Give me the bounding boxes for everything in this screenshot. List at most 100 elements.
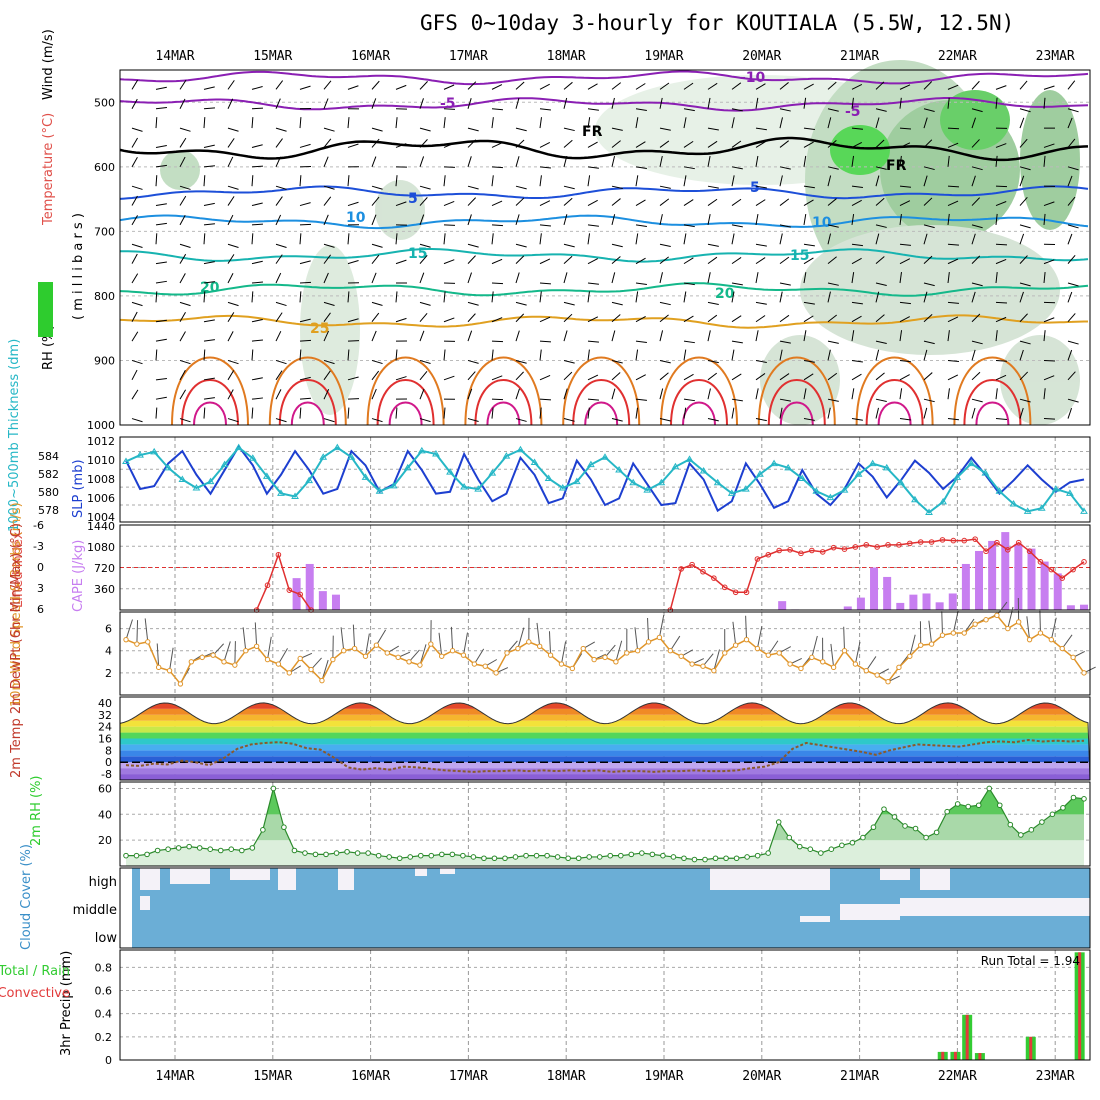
wind-barb <box>803 388 807 400</box>
rh-marker <box>786 834 793 841</box>
wind-barb <box>755 97 759 109</box>
wind-barb <box>323 156 329 168</box>
wind-barb <box>923 291 928 303</box>
contour-label: 20 <box>715 286 735 302</box>
wind-barb <box>995 213 998 225</box>
wind-barb <box>683 398 695 402</box>
wind-barb <box>1019 117 1025 129</box>
wind-barb <box>179 273 186 284</box>
wind-barb <box>155 261 167 265</box>
wind-speed-marker <box>319 677 325 684</box>
wind-barb <box>1067 254 1076 264</box>
wind-barb-10m <box>756 626 763 649</box>
thickness-tick: 578 <box>38 504 59 517</box>
wind-barb <box>851 301 863 305</box>
rh-marker <box>354 850 361 856</box>
wind-barb <box>539 291 542 303</box>
wind-barb <box>923 197 933 206</box>
wind-barb <box>299 339 312 342</box>
wind-barb <box>683 291 687 303</box>
wind-barb <box>707 140 718 148</box>
li-marker <box>1048 566 1055 573</box>
wind-barb <box>635 83 646 90</box>
wind-barb-10m <box>1050 617 1057 640</box>
cloud-gap <box>770 868 830 882</box>
precip-convective-bar <box>965 1014 969 1060</box>
wind-barb <box>659 127 671 131</box>
wind-speed-marker <box>852 661 859 667</box>
wind-speed-marker <box>1059 645 1065 652</box>
temp-tick: 24 <box>98 721 112 734</box>
wind-barb <box>683 282 695 286</box>
wind-barb <box>803 315 814 323</box>
wind-barb <box>779 291 783 303</box>
rh-marker <box>818 850 824 856</box>
rh2m-panel: 60 40 20 2m RH (%) <box>29 775 1091 867</box>
rh-tick: 20 <box>98 834 112 847</box>
upper-air-unit: ( m i l l i b a r s ) <box>71 213 86 320</box>
rh-marker <box>260 827 266 833</box>
temp-band <box>120 708 1090 715</box>
wind-barb <box>587 166 599 169</box>
wind-barb <box>227 80 235 90</box>
rh-marker <box>933 829 940 836</box>
cape-tick: 360 <box>94 583 115 596</box>
wind-barb <box>275 370 283 381</box>
wind-barb-10m <box>462 632 468 656</box>
wind-barb <box>779 233 783 245</box>
wind-barb-10m <box>125 619 133 640</box>
diurnal-contour <box>975 401 1010 426</box>
rh-marker <box>1060 805 1066 811</box>
pressure-tick: 1000 <box>87 419 115 432</box>
rh-blob <box>1020 90 1080 230</box>
wind-barb <box>347 175 350 187</box>
wind-barb <box>203 144 215 148</box>
wind-barb <box>539 374 551 381</box>
wind-barb <box>659 330 664 342</box>
wind-barb <box>131 253 138 264</box>
wind-barb <box>1067 108 1079 113</box>
li-marker <box>1026 548 1033 555</box>
wind-barb <box>635 398 647 401</box>
wind-barb <box>395 317 407 323</box>
rh-marker <box>154 847 161 854</box>
wind-barb <box>683 166 695 170</box>
wind-barb-10m <box>996 601 1008 616</box>
wind-barb <box>131 137 138 148</box>
wind-barb <box>563 371 573 381</box>
wind-barb <box>755 272 759 284</box>
cloud-level-label: high <box>89 875 117 890</box>
wind-speed-marker <box>449 648 456 654</box>
wind-barb <box>275 98 281 109</box>
wind-speed-marker <box>994 612 1000 619</box>
wind-barb <box>227 359 239 365</box>
wind-barb <box>371 185 383 190</box>
wind-barb <box>131 127 143 132</box>
wind-tick: 6 <box>105 623 112 636</box>
temp-band <box>120 732 1090 739</box>
wind-speed-marker <box>700 663 706 669</box>
temp-band <box>120 738 1090 745</box>
wind-barb <box>971 139 980 148</box>
wind-barb <box>971 398 983 403</box>
wind-barb <box>1019 224 1031 229</box>
wind-barb <box>515 388 520 400</box>
wind-barb <box>395 175 398 187</box>
wind-barb <box>971 371 981 381</box>
li-marker <box>743 589 750 596</box>
wind-speed-marker <box>177 681 184 687</box>
wind-barb-10m <box>136 620 139 645</box>
wind-barb <box>683 108 695 112</box>
wind-barb <box>203 86 215 90</box>
wind-barb <box>371 330 377 342</box>
wind-barb <box>827 282 839 286</box>
wind-barb <box>179 79 187 90</box>
precip-frame <box>119 949 1091 1061</box>
slp-tick: 1006 <box>87 492 115 505</box>
wind-barb <box>371 388 377 400</box>
wind-barb <box>659 256 669 265</box>
wind-barb <box>251 223 264 226</box>
li-marker <box>928 539 935 545</box>
thickness-marker <box>685 455 694 462</box>
thickness-tick: 582 <box>38 468 59 481</box>
